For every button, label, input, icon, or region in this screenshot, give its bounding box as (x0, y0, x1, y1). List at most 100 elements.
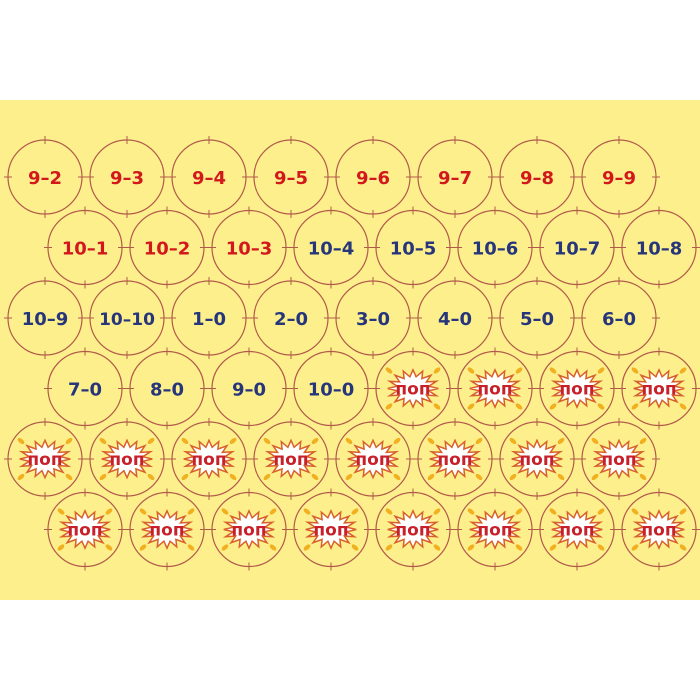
spark-icon (345, 437, 353, 445)
spark-icon (557, 437, 565, 445)
token-label: 9–8 (520, 168, 554, 189)
token-label: 10–3 (226, 239, 273, 260)
spark-icon (385, 508, 393, 515)
spark-icon (427, 473, 435, 481)
pop-token: поп (372, 347, 454, 430)
token-label: 9–9 (602, 168, 636, 189)
pop-label: поп (559, 380, 594, 400)
spark-icon (679, 508, 687, 515)
starburst-icon (632, 508, 686, 551)
spark-icon (181, 473, 189, 481)
spark-icon (17, 473, 25, 481)
spark-icon (221, 508, 229, 515)
spark-icon (631, 367, 639, 374)
spark-icon (631, 544, 639, 551)
subtraction-token: 7–0 (44, 347, 126, 430)
spark-icon (631, 403, 639, 410)
spark-icon (105, 544, 113, 551)
starburst-icon (100, 438, 154, 480)
spark-icon (303, 544, 311, 551)
token-label: 9–6 (356, 168, 390, 189)
spark-icon (591, 437, 599, 445)
spark-icon (263, 473, 271, 481)
token-label: 9–3 (110, 168, 144, 189)
spark-icon (679, 544, 687, 551)
pop-label: поп (601, 450, 636, 470)
spark-icon (187, 508, 195, 515)
pop-token: поп (454, 347, 536, 430)
spark-icon (427, 437, 435, 445)
pop-label: поп (231, 521, 266, 541)
subtraction-token: 9–0 (208, 347, 290, 430)
subtraction-token: 10–2 (126, 206, 208, 289)
token-label: 3–0 (356, 309, 390, 330)
spark-icon (229, 437, 237, 445)
starburst-icon (592, 438, 646, 480)
spark-icon (591, 473, 599, 481)
pop-token: поп (126, 488, 208, 571)
spark-icon (467, 544, 475, 551)
pop-label: поп (559, 521, 594, 541)
pop-token: поп (290, 488, 372, 571)
subtraction-token: 10–4 (290, 206, 372, 289)
pop-label: поп (313, 521, 348, 541)
spark-icon (433, 544, 441, 551)
subtraction-token: 9–4 (168, 136, 250, 218)
spark-icon (639, 437, 647, 445)
pop-token: поп (208, 488, 290, 571)
starburst-icon (632, 367, 686, 410)
starburst-icon (550, 508, 604, 551)
subtraction-token: 10–3 (208, 206, 290, 289)
spark-icon (515, 544, 523, 551)
spark-icon (269, 544, 277, 551)
spark-icon (99, 473, 107, 481)
pop-label: поп (149, 521, 184, 541)
subtraction-token: 10–6 (454, 206, 536, 289)
subtraction-token: 5–0 (496, 277, 578, 359)
spark-icon (631, 508, 639, 515)
starburst-icon (222, 508, 276, 551)
starburst-icon (58, 508, 112, 551)
starburst-icon (140, 508, 194, 551)
spark-icon (269, 508, 277, 515)
token-sheet: 9–2 9–3 9–4 9–5 9–6 9–7 9–8 9–9 10–1 10–2 10–3 10–4… (0, 100, 700, 600)
subtraction-token: 10–5 (372, 206, 454, 289)
token-label: 10–4 (308, 239, 355, 260)
pop-token: поп (168, 418, 250, 500)
subtraction-token: 10–7 (536, 206, 618, 289)
spark-icon (385, 403, 393, 410)
spark-icon (549, 367, 557, 374)
pop-label: поп (109, 450, 144, 470)
spark-icon (509, 437, 517, 445)
spark-icon (65, 437, 73, 445)
pop-label: поп (355, 450, 390, 470)
subtraction-token: 10–9 (4, 277, 86, 359)
starburst-icon (264, 438, 318, 480)
pop-token: поп (44, 488, 126, 571)
token-label: 10–5 (390, 239, 437, 260)
spark-icon (679, 403, 687, 410)
spark-icon (597, 544, 605, 551)
spark-icon (311, 473, 319, 481)
pop-label: поп (641, 521, 676, 541)
spark-icon (509, 473, 517, 481)
subtraction-token: 1–0 (168, 277, 250, 359)
subtraction-token: 8–0 (126, 347, 208, 430)
spark-icon (99, 437, 107, 445)
subtraction-token: 6–0 (578, 277, 660, 359)
pop-token: поп (618, 347, 700, 430)
pop-label: поп (395, 521, 430, 541)
spark-icon (467, 403, 475, 410)
spark-icon (679, 367, 687, 374)
spark-icon (557, 473, 565, 481)
pop-label: поп (477, 521, 512, 541)
pop-label: поп (395, 380, 430, 400)
subtraction-token: 9–3 (86, 136, 168, 218)
subtraction-token: 9–6 (332, 136, 414, 218)
pop-label: поп (641, 380, 676, 400)
token-label: 10–2 (144, 239, 191, 260)
pop-label: поп (27, 450, 62, 470)
spark-icon (139, 544, 147, 551)
spark-icon (393, 473, 401, 481)
starburst-icon (510, 438, 564, 480)
